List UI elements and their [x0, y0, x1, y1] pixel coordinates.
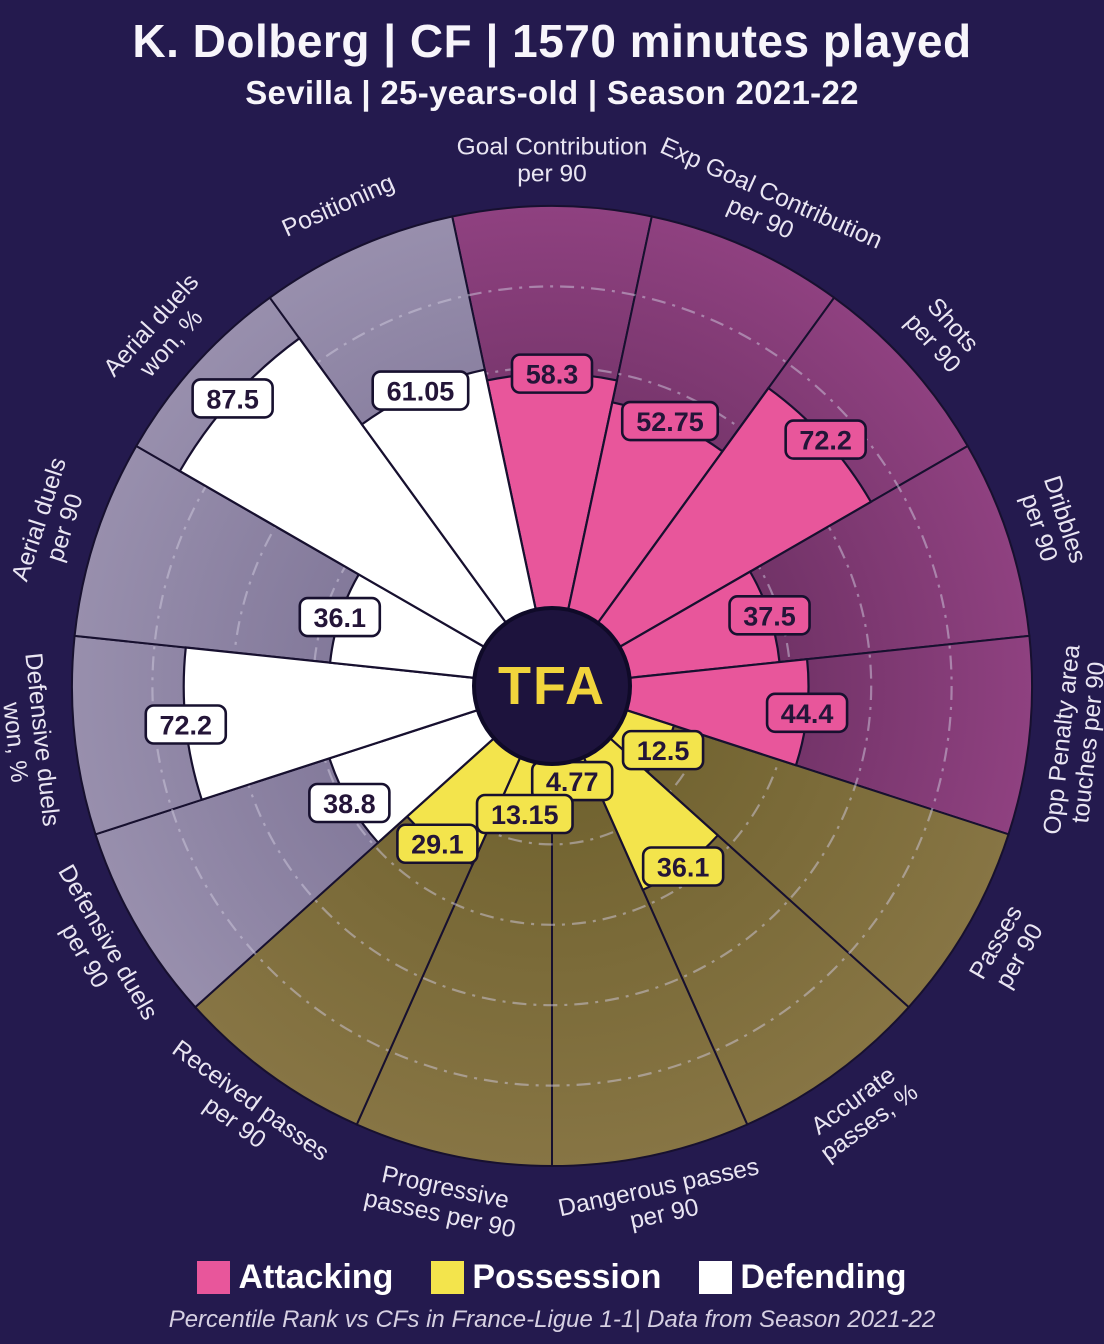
param-label-goal-contribution-per-90: Goal Contribution per 90 [457, 134, 648, 188]
legend-swatch-attacking-icon [197, 1261, 231, 1294]
svg-text:36.1: 36.1 [314, 603, 367, 633]
legend-label-attacking: Attacking [238, 1258, 394, 1296]
svg-text:4.77: 4.77 [546, 767, 599, 797]
page-subtitle: Sevilla | 25-years-old | Season 2021-22 [245, 74, 859, 111]
value-chip-passes-per-90: 12.5 [621, 729, 705, 771]
value-chip-positioning: 61.05 [371, 370, 470, 411]
legend-swatch-possession-icon [431, 1261, 465, 1294]
value-chip-dribbles-per-90: 37.5 [728, 595, 811, 636]
value-chip-goal-contribution-per-90: 58.3 [510, 353, 594, 394]
svg-text:61.05: 61.05 [387, 377, 455, 407]
svg-text:29.1: 29.1 [411, 830, 464, 860]
value-chip-defensive-duels-per-90: 38.8 [308, 782, 391, 824]
legend-item-possession: Possession [431, 1258, 661, 1297]
svg-text:72.2: 72.2 [799, 426, 852, 456]
svg-text:58.3: 58.3 [526, 360, 579, 390]
svg-text:37.5: 37.5 [743, 601, 796, 631]
value-chip-opp-penalty-area-touches-per-90: 44.4 [765, 692, 849, 734]
legend-label-possession: Possession [472, 1258, 662, 1296]
legend-item-defending: Defending [699, 1258, 907, 1297]
svg-text:12.5: 12.5 [637, 736, 690, 766]
param-label-dangerous-passes-per-90: Dangerous passesper 90 [556, 1153, 767, 1248]
param-label-aerial-duels-per-90: Aerial duelsper 90 [7, 454, 98, 592]
param-label-progressive-passes-per-90: Progressivepasses per 90 [362, 1159, 524, 1244]
param-label-opp-penalty-area-touches-per-90: Opp Penalty areatouches per 90 [1039, 643, 1104, 839]
param-label-shots-per-90: Shotsper 90 [899, 290, 986, 378]
tfa-logo: TFA [472, 606, 632, 766]
value-chip-aerial-duels-won: 87.5 [191, 378, 274, 419]
svg-text:38.8: 38.8 [323, 789, 376, 819]
percentile-ring-80 [151, 285, 953, 1087]
param-label-positioning: Positioning [278, 169, 398, 242]
legend: Attacking Possession Defending [0, 1258, 1104, 1297]
svg-text:87.5: 87.5 [206, 384, 259, 414]
legend-item-attacking: Attacking [197, 1258, 393, 1297]
svg-text:13.15: 13.15 [491, 800, 559, 830]
svg-text:44.4: 44.4 [781, 699, 834, 729]
param-label-defensive-duels-won: Defensive duelswon, % [0, 652, 64, 831]
value-chip-aerial-duels-per-90: 36.1 [298, 596, 382, 638]
param-label-dribbles-per-90: Dribblesper 90 [1012, 473, 1091, 575]
value-chip-accurate-passes: 36.1 [641, 846, 725, 887]
value-chip-progressive-passes-per-90: 13.15 [475, 793, 574, 835]
legend-swatch-defending-icon [699, 1261, 733, 1294]
svg-text:52.75: 52.75 [636, 407, 704, 437]
value-chip-received-passes-per-90: 29.1 [396, 823, 479, 865]
value-chip-exp-goal-contribution-per-90: 52.75 [620, 400, 720, 442]
svg-text:36.1: 36.1 [657, 853, 710, 883]
svg-text:72.2: 72.2 [159, 710, 212, 740]
legend-label-defending: Defending [740, 1258, 907, 1296]
value-chip-shots-per-90: 72.2 [784, 419, 867, 460]
header: K. Dolberg | CF | 1570 minutes played Se… [0, 14, 1104, 112]
value-chip-dangerous-passes-per-90: 4.77 [530, 760, 614, 802]
page-title: K. Dolberg | CF | 1570 minutes played [132, 15, 972, 67]
footer-note: Percentile Rank vs CFs in France-Ligue 1… [168, 1306, 936, 1333]
param-label-passes-per-90: Passesper 90 [964, 901, 1051, 998]
tfa-logo-text: TFA [498, 656, 606, 716]
value-chip-defensive-duels-won: 72.2 [144, 704, 228, 745]
